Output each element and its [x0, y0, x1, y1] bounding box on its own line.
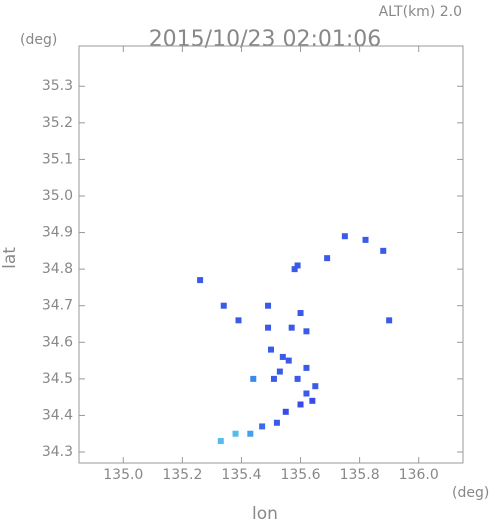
- y-tick-label: 34.7: [42, 298, 73, 314]
- echo-point: [380, 247, 387, 254]
- y-tick-label: 34.6: [42, 334, 73, 350]
- x-tick-label: 135.2: [162, 467, 202, 483]
- echo-point: [309, 397, 316, 404]
- echo-point: [217, 438, 224, 445]
- y-tick-label: 34.8: [42, 261, 73, 277]
- echo-point: [285, 357, 292, 364]
- echo-point: [259, 423, 266, 430]
- echo-point: [265, 324, 272, 331]
- echo-point: [294, 375, 301, 382]
- y-tick-label: 34.9: [42, 225, 73, 241]
- plot-frame: [78, 45, 464, 464]
- echo-point: [270, 375, 277, 382]
- echo-point: [197, 277, 204, 284]
- echo-point: [341, 233, 348, 240]
- y-tick-label: 34.5: [42, 371, 73, 387]
- echo-point: [235, 317, 242, 324]
- y-tick-label: 35.1: [42, 151, 73, 167]
- echo-point: [303, 328, 310, 335]
- x-tick-label: 135.4: [221, 467, 261, 483]
- echo-point: [362, 236, 369, 243]
- y-tick-label: 34.4: [42, 407, 73, 423]
- echo-point: [282, 408, 289, 415]
- y-unit: (deg): [20, 32, 57, 48]
- x-tick-label: 136.0: [399, 467, 439, 483]
- echo-point: [273, 419, 280, 426]
- echo-point: [386, 317, 393, 324]
- x-unit: (deg): [452, 485, 489, 501]
- echo-point: [247, 430, 254, 437]
- echo-point: [279, 353, 286, 360]
- y-tick-label: 34.3: [42, 444, 73, 460]
- y-tick-label: 35.3: [42, 78, 73, 94]
- echo-point: [220, 302, 227, 309]
- echo-point: [312, 383, 319, 390]
- chart-title: 2015/10/23 02:01:06: [149, 27, 382, 52]
- echo-point: [324, 255, 331, 262]
- echo-point: [297, 310, 304, 317]
- y-axis-label: lat: [0, 247, 20, 269]
- x-axis-label: lon: [252, 504, 278, 521]
- echo-point: [276, 368, 283, 375]
- echo-point: [265, 302, 272, 309]
- x-tick-label: 135.8: [340, 467, 380, 483]
- x-tick-label: 135.6: [280, 467, 320, 483]
- y-tick-label: 35.0: [42, 188, 73, 204]
- echo-point: [288, 324, 295, 331]
- echo-point: [250, 375, 257, 382]
- x-tick-label: 135.0: [103, 467, 143, 483]
- echo-point: [268, 346, 274, 353]
- y-tick-label: 35.2: [42, 115, 73, 131]
- echo-point: [303, 364, 310, 371]
- subtitle: ALT(km) 2.0: [379, 4, 462, 20]
- echo-point: [232, 430, 239, 437]
- echo-point: [297, 401, 304, 408]
- echo-point: [294, 262, 301, 269]
- echo-point: [291, 266, 298, 273]
- echo-point: [303, 390, 310, 397]
